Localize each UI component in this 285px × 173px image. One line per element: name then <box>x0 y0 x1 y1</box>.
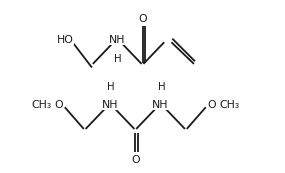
Text: HO: HO <box>57 35 74 45</box>
Text: H: H <box>114 53 122 63</box>
Text: NH: NH <box>109 35 125 45</box>
Text: CH₃: CH₃ <box>31 101 51 111</box>
Text: H: H <box>107 82 115 92</box>
Text: O: O <box>54 101 63 111</box>
Text: CH₃: CH₃ <box>219 101 239 111</box>
Text: NH: NH <box>152 101 169 111</box>
Text: O: O <box>138 14 147 24</box>
Text: NH: NH <box>102 101 118 111</box>
Text: O: O <box>208 101 216 111</box>
Text: O: O <box>131 155 140 165</box>
Text: H: H <box>158 82 165 92</box>
